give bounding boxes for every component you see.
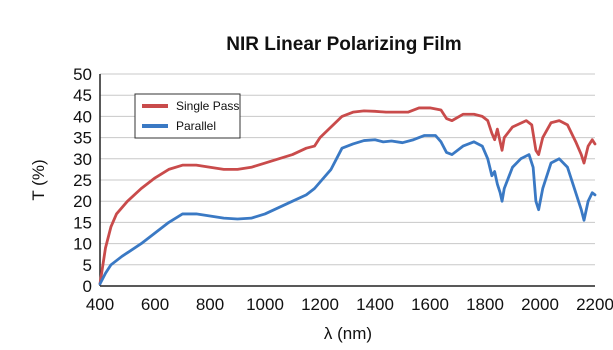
legend-label-single-pass: Single Pass bbox=[176, 99, 239, 113]
x-tick-label: 2000 bbox=[521, 295, 559, 314]
x-axis-label: λ (nm) bbox=[324, 324, 372, 343]
y-tick-label: 25 bbox=[73, 171, 92, 190]
y-axis-label: T (%) bbox=[29, 159, 48, 200]
x-tick-labels: 400 600 800 1000 1200 1400 1600 1800 2000 2200 bbox=[86, 295, 613, 314]
y-tick-label: 30 bbox=[73, 150, 92, 169]
y-tick-label: 0 bbox=[83, 277, 92, 296]
x-tick-label: 1600 bbox=[411, 295, 449, 314]
x-tick-label: 600 bbox=[141, 295, 169, 314]
legend: Single Pass Parallel bbox=[135, 94, 240, 138]
y-tick-label: 50 bbox=[73, 65, 92, 84]
y-tick-label: 45 bbox=[73, 86, 92, 105]
x-tick-label: 1400 bbox=[356, 295, 394, 314]
y-tick-label: 5 bbox=[83, 256, 92, 275]
chart-title: NIR Linear Polarizing Film bbox=[226, 34, 461, 55]
y-tick-label: 10 bbox=[73, 235, 92, 254]
x-tick-label: 1200 bbox=[301, 295, 339, 314]
legend-label-parallel: Parallel bbox=[176, 119, 216, 133]
x-tick-label: 1000 bbox=[246, 295, 284, 314]
y-tick-labels: 0 5 10 15 20 25 30 35 40 45 50 bbox=[73, 65, 92, 296]
y-tick-label: 15 bbox=[73, 213, 92, 232]
y-tick-label: 35 bbox=[73, 129, 92, 148]
y-tick-label: 40 bbox=[73, 107, 92, 126]
series-line-parallel bbox=[100, 135, 595, 283]
x-tick-label: 800 bbox=[196, 295, 224, 314]
x-tick-label: 400 bbox=[86, 295, 114, 314]
y-tick-label: 20 bbox=[73, 192, 92, 211]
x-tick-label: 1800 bbox=[466, 295, 504, 314]
x-tick-label: 2200 bbox=[576, 295, 613, 314]
